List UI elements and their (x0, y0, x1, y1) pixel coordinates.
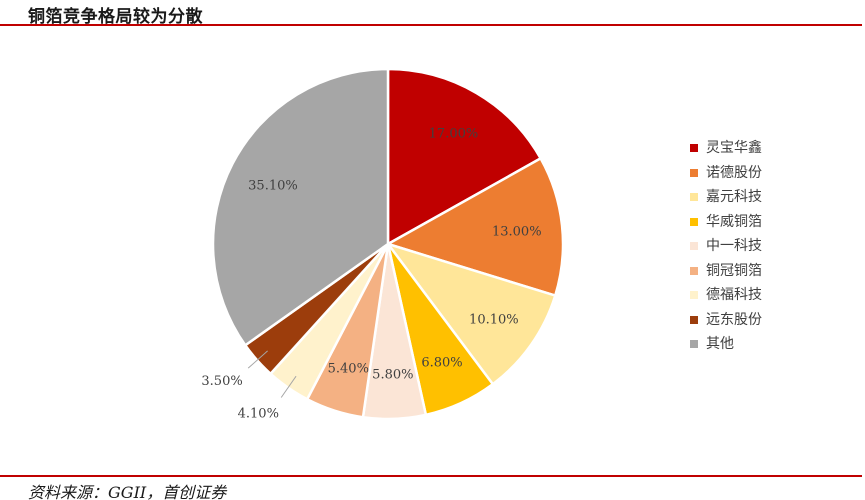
legend-label-4: 华威铜箔 (706, 213, 762, 230)
legend-swatch-5 (690, 242, 698, 250)
page-title: 铜箔竞争格局较为分散 (28, 7, 203, 27)
legend-label-6: 铜冠铜箔 (706, 262, 762, 279)
legend-swatch-4 (690, 217, 698, 226)
source-note: 资料来源：GGII，首创证券 (28, 483, 227, 500)
data-label-5: 5.80% (372, 367, 413, 382)
pie-slices (211, 67, 565, 421)
legend-swatch-8 (690, 315, 698, 324)
leader-lines (247, 350, 297, 398)
pie-chart: 17.00% 13.00% 10.10% 6.80% 5.80%5.40% 4.10% 3.… (201, 67, 565, 421)
data-label-6: 5.40% (328, 361, 369, 376)
pie-slice-2 (386, 157, 565, 297)
legend-swatch-9 (690, 340, 698, 348)
legend-label-9: 其他 (706, 336, 734, 352)
data-label-9: 35.10% (248, 179, 298, 194)
legend-label-8: 远东股份 (706, 311, 762, 328)
pie-slice-9 (211, 67, 390, 347)
data-label-1: 17.00% (429, 126, 479, 141)
legend-swatch-3 (690, 193, 698, 201)
legend-label-5: 中一科技 (706, 238, 762, 254)
legend-label-2: 诺德股份 (706, 164, 762, 181)
data-label-8: 3.50% (201, 374, 242, 389)
title-divider (0, 24, 862, 26)
legend-label-3: 嘉元科技 (706, 189, 762, 205)
footer-divider (0, 475, 862, 477)
leader-line-7 (280, 375, 297, 398)
legend-label-7: 德福科技 (706, 287, 762, 303)
legend-swatch-1 (690, 144, 698, 152)
pie-slice-1 (386, 67, 542, 246)
legend-label-1: 灵宝华鑫 (706, 140, 762, 156)
leader-line-8 (247, 350, 268, 369)
data-label-3: 10.10% (469, 313, 519, 328)
data-labels: 17.00% 13.00% 10.10% 6.80% 5.80%5.40% 4.10% 3.… (201, 126, 541, 421)
data-label-2: 13.00% (492, 224, 542, 239)
legend-swatch-6 (690, 266, 698, 275)
legend-swatch-7 (690, 291, 698, 299)
legend-swatch-2 (690, 168, 698, 177)
data-label-7: 4.10% (238, 406, 279, 421)
pie-slice-3 (386, 242, 557, 386)
data-label-4: 6.80% (421, 356, 462, 371)
